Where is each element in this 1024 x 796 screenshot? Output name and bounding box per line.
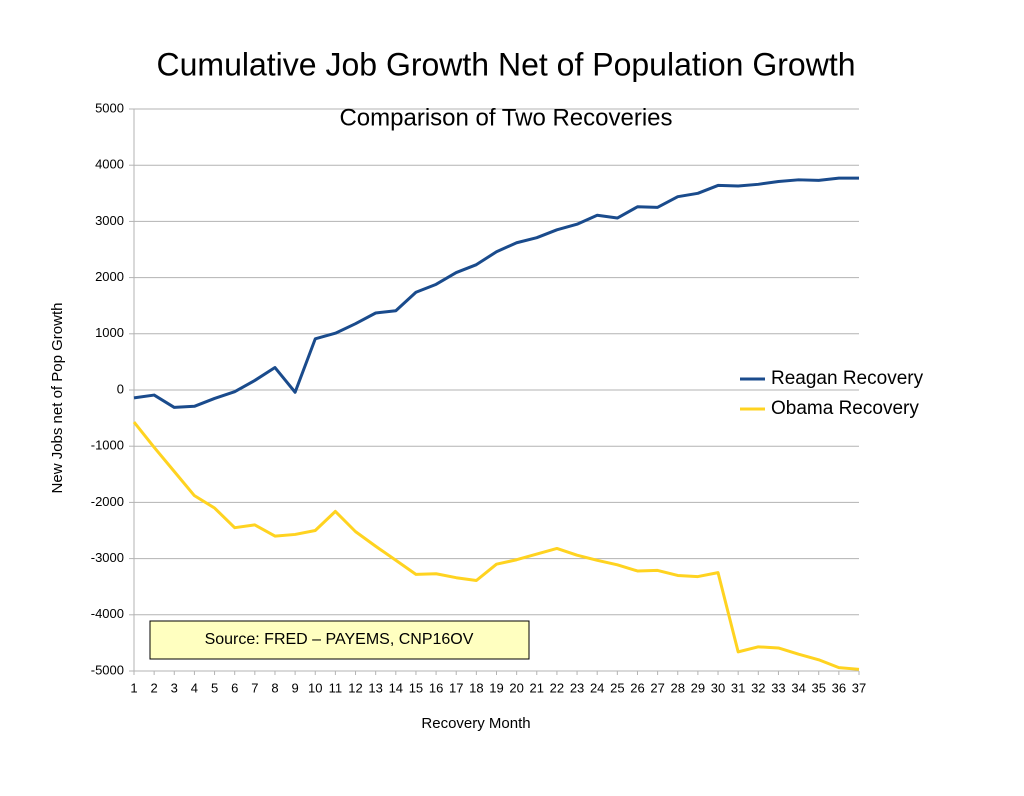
y-tick-label: -4000 <box>91 606 124 621</box>
x-tick-label: 10 <box>308 680 322 695</box>
y-tick-label: -3000 <box>91 550 124 565</box>
y-tick-label: 4000 <box>95 157 124 172</box>
x-tick-label: 11 <box>329 680 343 695</box>
x-tick-label: 31 <box>731 680 745 695</box>
x-tick-label: 36 <box>832 680 846 695</box>
x-tick-label: 32 <box>751 680 765 695</box>
x-tick-label: 7 <box>251 680 258 695</box>
x-tick-label: 3 <box>171 680 178 695</box>
plot <box>132 176 860 671</box>
x-tick-label: 28 <box>671 680 685 695</box>
x-tick-label: 17 <box>449 680 463 695</box>
chart-title: Cumulative Job Growth Net of Population … <box>157 46 856 82</box>
annotation: Source: FRED – PAYEMS, CNP16OV <box>205 631 474 648</box>
x-tick-label: 24 <box>590 680 604 695</box>
y-tick-label: 3000 <box>95 213 124 228</box>
x-tick-label: 14 <box>389 680 403 695</box>
y-tick-label: 2000 <box>95 269 124 284</box>
x-tick-label: 22 <box>550 680 564 695</box>
x-tick-label: 13 <box>368 680 382 695</box>
x-tick-label: 1 <box>130 680 137 695</box>
x-axis-label: Recovery Month <box>421 715 530 732</box>
chart-subtitle: Comparison of Two Recoveries <box>339 104 672 131</box>
x-tick-label: 21 <box>530 680 544 695</box>
annotation-box <box>149 620 530 660</box>
y-tick-label: -2000 <box>91 494 124 509</box>
series-line <box>133 176 859 409</box>
x-tick-label: 12 <box>348 680 362 695</box>
x-tick-label: 23 <box>570 680 584 695</box>
x-tick-label: 20 <box>509 680 523 695</box>
x-tick-label: 9 <box>291 680 298 695</box>
x-tick-label: 16 <box>429 680 443 695</box>
y-axis-label: New Jobs net of Pop Growth <box>49 303 66 494</box>
x-tick-label: 6 <box>231 680 238 695</box>
legend-label: Reagan Recovery <box>771 368 924 389</box>
x-tick-label: 18 <box>469 680 483 695</box>
x-tick-label: 19 <box>489 680 503 695</box>
x-tick-label: 37 <box>852 680 866 695</box>
x-tick-label: 26 <box>630 680 644 695</box>
series-line <box>132 421 860 671</box>
x-tick-label: 5 <box>211 680 218 695</box>
y-tick-label: -1000 <box>91 438 124 453</box>
x-tick-label: 2 <box>151 680 158 695</box>
x-tick-label: 33 <box>771 680 785 695</box>
grid: -5000 -4000 -3000 -2000 -1000 0 1000 2000 3000 40… <box>91 100 866 695</box>
y-tick-label: 0 <box>117 381 124 396</box>
x-tick-label: 8 <box>271 680 278 695</box>
x-tick-label: 15 <box>409 680 423 695</box>
y-tick-label: 1000 <box>95 325 124 340</box>
x-tick-label: 34 <box>791 680 805 695</box>
x-tick-label: 4 <box>191 680 198 695</box>
x-tick-label: 27 <box>650 680 664 695</box>
x-tick-label: 25 <box>610 680 624 695</box>
x-tick-label: 30 <box>711 680 725 695</box>
legend-label: Obama Recovery <box>771 398 919 419</box>
y-tick-label: 5000 <box>95 100 124 115</box>
x-tick-label: 35 <box>811 680 825 695</box>
y-tick-label: -5000 <box>91 662 124 677</box>
x-tick-label: 29 <box>691 680 705 695</box>
